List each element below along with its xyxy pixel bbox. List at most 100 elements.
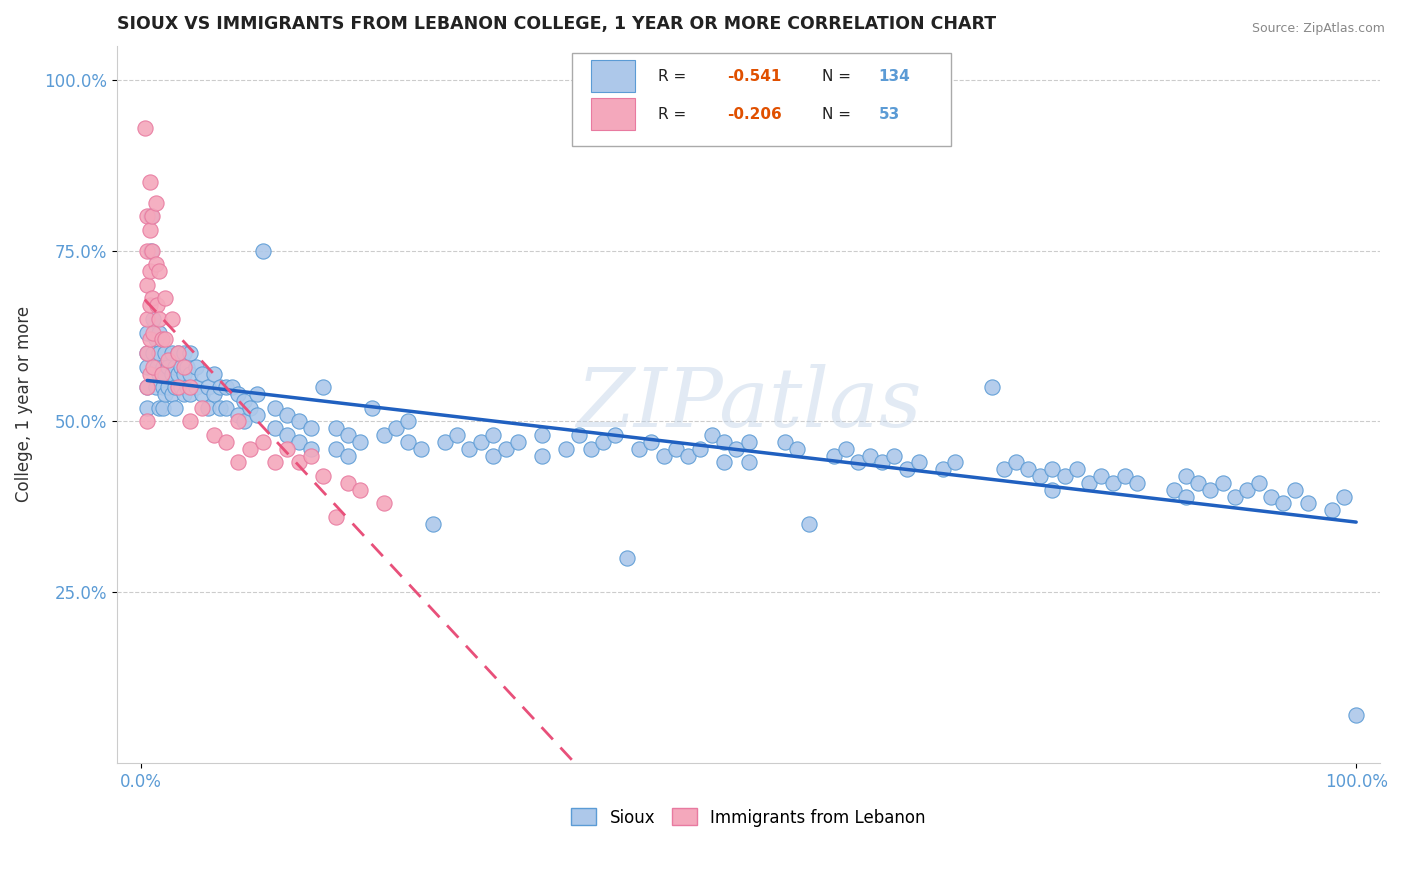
Point [209,401,232,415]
Point [191,367,214,381]
Point [228,415,250,429]
Point [136,210,159,224]
Point [173,346,195,360]
Point [846,455,869,469]
Point [506,434,529,449]
Point [145,257,167,271]
Point [221,380,243,394]
Point [142,346,165,360]
Point [652,449,675,463]
Point [138,175,160,189]
Point [233,415,256,429]
Point [179,415,201,429]
Point [1029,469,1052,483]
FancyBboxPatch shape [591,60,636,92]
Point [202,428,225,442]
Point [446,428,468,442]
Point [276,408,298,422]
Point [239,401,262,415]
Point [349,434,371,449]
Point [336,475,359,490]
Point [215,434,238,449]
FancyBboxPatch shape [591,98,636,130]
Point [299,421,322,435]
Point [184,380,207,394]
Point [176,380,198,394]
Point [209,380,232,394]
Text: R =: R = [658,69,696,84]
Point [136,326,159,340]
Point [396,415,419,429]
Point [170,380,193,394]
Point [191,387,214,401]
Point [173,387,195,401]
Point [146,298,169,312]
Point [136,277,159,292]
Point [1175,469,1198,483]
Point [165,359,187,374]
Point [980,380,1002,394]
Point [176,359,198,374]
Point [160,346,183,360]
Point [1187,475,1209,490]
Point [148,264,170,278]
Point [1126,475,1149,490]
Point [141,244,163,258]
Point [299,449,322,463]
Point [228,408,250,422]
Point [531,449,554,463]
Point [148,346,170,360]
Point [1260,490,1282,504]
Point [148,401,170,415]
Point [136,312,159,326]
Point [725,442,748,456]
Text: -0.206: -0.206 [727,107,782,121]
Point [191,401,214,415]
Point [1066,462,1088,476]
Point [215,380,238,394]
Point [148,312,170,326]
Point [170,359,193,374]
Point [1211,475,1233,490]
Point [215,401,238,415]
Point [396,434,419,449]
Point [1102,475,1125,490]
Point [141,292,163,306]
Point [616,551,638,566]
Point [276,428,298,442]
Point [138,223,160,237]
Point [150,333,173,347]
Point [1042,483,1064,497]
Point [228,455,250,469]
Point [592,434,614,449]
Point [136,346,159,360]
Point [883,449,905,463]
Point [145,195,167,210]
Point [312,380,335,394]
Point [482,428,505,442]
Point [202,367,225,381]
Point [228,387,250,401]
Point [482,449,505,463]
Point [139,210,162,224]
Point [433,434,456,449]
Point [145,380,167,394]
Text: Source: ZipAtlas.com: Source: ZipAtlas.com [1251,22,1385,36]
Point [156,353,179,368]
Point [336,449,359,463]
Point [179,367,201,381]
Point [872,455,894,469]
Point [349,483,371,497]
Point [179,346,201,360]
Point [1175,490,1198,504]
Point [1320,503,1343,517]
Point [263,401,285,415]
Point [166,346,188,360]
Point [160,387,183,401]
Point [138,333,160,347]
Point [495,442,517,456]
Point [993,462,1015,476]
Point [197,401,219,415]
Point [142,326,165,340]
Point [134,120,156,135]
